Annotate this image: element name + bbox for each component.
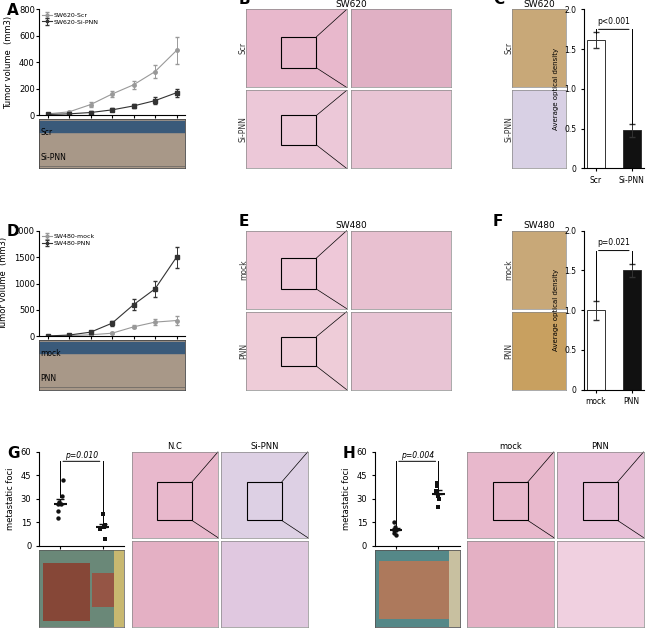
Y-axis label: Si-PNN: Si-PNN [239, 116, 248, 142]
Text: E: E [238, 213, 248, 229]
Title: N.C: N.C [167, 442, 182, 451]
Point [432, 501, 443, 511]
Y-axis label: metastatic foci: metastatic foci [6, 468, 15, 530]
Title: SW620: SW620 [335, 0, 367, 9]
Text: G: G [6, 446, 20, 461]
Point [99, 520, 110, 530]
Text: PNN: PNN [40, 373, 57, 383]
Y-axis label: PNN: PNN [504, 342, 514, 359]
Point [53, 498, 63, 508]
Point [431, 486, 441, 496]
Point [433, 491, 443, 501]
Point [58, 475, 68, 485]
Point [432, 481, 443, 491]
Y-axis label: Scr: Scr [239, 42, 248, 54]
Point [432, 478, 443, 488]
Point [389, 517, 400, 527]
Bar [39, 122, 185, 132]
Point [56, 498, 66, 508]
Y-axis label: Tumor volume  (mm3): Tumor volume (mm3) [0, 237, 8, 330]
Point [94, 523, 105, 534]
Legend: SW620-Scr, SW620-Si-PNN: SW620-Scr, SW620-Si-PNN [42, 13, 98, 25]
Text: Scr: Scr [40, 128, 53, 137]
Legend: SW480-mock, SW480-PNN: SW480-mock, SW480-PNN [42, 234, 95, 246]
Bar [623, 270, 641, 389]
Title: SW620: SW620 [523, 0, 555, 9]
Point [434, 494, 445, 504]
Text: p<0.001: p<0.001 [597, 17, 630, 26]
Bar [114, 550, 124, 627]
Y-axis label: mock: mock [504, 260, 514, 280]
Point [98, 510, 109, 520]
Point [99, 520, 110, 530]
Title: Si-PNN: Si-PNN [250, 442, 279, 451]
Point [99, 522, 109, 532]
Point [389, 528, 399, 538]
Bar [449, 550, 460, 627]
Text: p=0.004: p=0.004 [400, 451, 434, 460]
Title: mock: mock [499, 442, 522, 451]
Text: p=0.010: p=0.010 [65, 451, 98, 460]
Text: C: C [493, 0, 504, 8]
Bar [44, 563, 90, 620]
Point [391, 525, 401, 535]
Text: D: D [7, 224, 20, 239]
Text: A: A [7, 3, 19, 18]
Text: p=0.021: p=0.021 [597, 238, 630, 247]
Point [53, 513, 63, 523]
Title: PNN: PNN [592, 442, 609, 451]
Text: F: F [493, 213, 504, 229]
Bar [623, 130, 641, 168]
Title: SW480: SW480 [335, 221, 367, 230]
Point [389, 522, 400, 532]
Y-axis label: Average optical density: Average optical density [552, 48, 559, 130]
Text: H: H [343, 446, 356, 461]
Y-axis label: Si-PNN: Si-PNN [504, 116, 514, 142]
Y-axis label: Scr: Scr [504, 42, 514, 54]
Point [100, 534, 110, 544]
Point [389, 525, 399, 535]
Title: SW480: SW480 [523, 221, 555, 230]
Point [54, 497, 64, 507]
Bar [379, 561, 456, 619]
Y-axis label: mock: mock [239, 260, 248, 280]
Bar [587, 310, 605, 389]
Y-axis label: Tumor volume  (mm3): Tumor volume (mm3) [5, 16, 14, 109]
Y-axis label: PNN: PNN [239, 342, 248, 359]
Bar [587, 40, 605, 168]
Text: Si-PNN: Si-PNN [40, 153, 66, 161]
Y-axis label: metastatic foci: metastatic foci [342, 468, 351, 530]
Text: mock: mock [40, 349, 61, 358]
Bar [92, 573, 120, 608]
Point [391, 530, 401, 540]
Point [57, 491, 67, 501]
Bar [39, 342, 185, 353]
Point [53, 506, 63, 517]
Y-axis label: Average optical density: Average optical density [552, 269, 559, 351]
Text: B: B [238, 0, 250, 8]
